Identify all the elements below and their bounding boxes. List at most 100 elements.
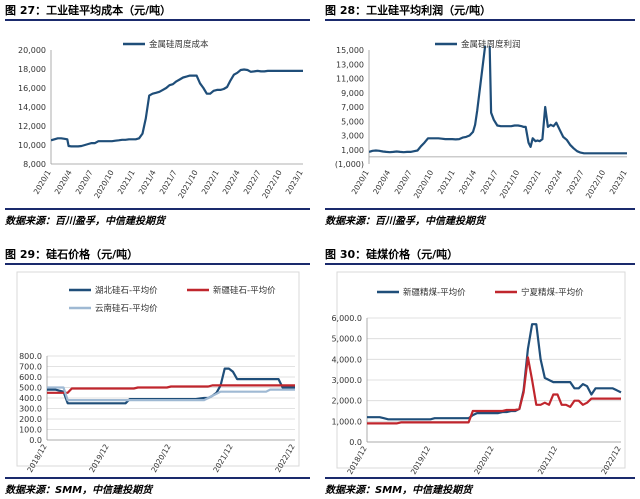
y-tick-label: 9,000: [341, 89, 364, 98]
y-tick-label: 15,000: [336, 46, 364, 55]
y-tick-label: 18,000: [18, 65, 46, 74]
x-tick-label: 2018/12: [345, 444, 368, 476]
x-tick-label: 2021/1: [116, 168, 137, 196]
title-rule: [325, 263, 635, 265]
panel-title: 图 28：工业硅平均利润（元/吨）: [325, 4, 492, 17]
series-line: [369, 46, 627, 155]
series-line: [47, 386, 295, 402]
x-tick-label: 2020/12: [472, 444, 495, 476]
y-tick-label: 0.0: [349, 438, 362, 447]
x-tick-label: 2020/7: [393, 168, 414, 196]
legend-label: 新疆硅石-平均价: [213, 285, 276, 296]
y-tick-label: 11,000: [336, 75, 364, 84]
y-tick-label: 0.0: [29, 436, 42, 445]
y-tick-label: (1,000): [335, 160, 364, 169]
y-tick-label: 6,000.0: [331, 314, 362, 323]
panel-title: 图 29：硅石价格（元/吨）: [5, 248, 139, 261]
x-tick-label: 2021/7: [479, 168, 500, 196]
legend-label: 新疆精煤-平均价: [403, 287, 466, 298]
chart-panel-profit: 图 28：工业硅平均利润（元/吨） (1,000) 1,000 3,000 5,000…: [325, 2, 635, 227]
x-tick-label: 2020/1: [350, 168, 371, 196]
x-tick-label: 2021/4: [137, 168, 158, 196]
panel-title: 图 30：硅煤价格（元/吨）: [325, 248, 459, 261]
panel-title: 图 27：工业硅平均成本（元/吨）: [5, 4, 172, 17]
x-tick-label: 2021/1: [436, 168, 457, 196]
x-tick-label: 2021/4: [457, 168, 478, 196]
chart-panel-silica: 图 29：硅石价格（元/吨） 0.0 100.0 200.0 300.0 400.0 50…: [5, 246, 310, 496]
y-tick-label: 600.0: [19, 373, 42, 382]
chart-frame: [336, 271, 626, 469]
x-tick-label: 2023/1: [284, 168, 305, 196]
x-tick-label: 2020/10: [92, 168, 115, 200]
x-tick-label: 2021/12: [536, 444, 559, 476]
coal-price-line-chart: 0.0 1,000.0 2,000.0 3,000.0 4,000.0 5,000.0 6,…: [331, 271, 626, 476]
x-tick-label: 2021/7: [158, 168, 179, 196]
x-tick-label: 2022/12: [273, 442, 296, 474]
y-tick-label: 100.0: [19, 426, 42, 435]
source-note: 数据来源：SMM，中信建投期货: [325, 485, 473, 496]
chart-panel-coal: 图 30：硅煤价格（元/吨） 0.0 1,000.0 2,000.0 3,000.0 4…: [325, 246, 635, 496]
x-tick-label: 2022/7: [565, 168, 586, 196]
source-rule: [325, 208, 635, 210]
series-line: [367, 356, 621, 425]
y-tick-label: 5,000: [341, 117, 364, 126]
x-tick-label: 2021/10: [498, 168, 521, 200]
y-tick-label: 8,000: [23, 160, 46, 169]
profit-line-chart: (1,000) 1,000 3,000 5,000 7,000 9,000 11,000 13…: [335, 39, 629, 200]
x-tick-label: 2022/4: [221, 168, 242, 196]
x-tick-label: 2022/1: [200, 168, 221, 196]
y-tick-label: 14,000: [18, 103, 46, 112]
x-tick-label: 2022/1: [522, 168, 543, 196]
chart-panel-cost: 图 27：工业硅平均成本（元/吨） 8,000 10,000 12,000 14,00…: [5, 2, 310, 227]
x-tick-label: 2020/1: [32, 168, 53, 196]
x-tick-label: 2019/12: [87, 442, 110, 474]
source-rule: [325, 477, 635, 479]
title-rule: [325, 19, 635, 21]
y-tick-label: 300.0: [19, 405, 42, 414]
x-tick-label: 2020/10: [412, 168, 435, 200]
title-rule: [5, 263, 310, 265]
x-tick-label: 2022/4: [543, 168, 564, 196]
y-tick-label: 4,000.0: [331, 355, 362, 364]
y-tick-label: 5,000.0: [331, 335, 362, 344]
x-tick-label: 2021/10: [176, 168, 199, 200]
x-tick-label: 2020/7: [74, 168, 95, 196]
y-tick-label: 10,000: [18, 141, 46, 150]
x-tick-label: 2021/12: [211, 442, 234, 474]
y-tick-label: 16,000: [18, 84, 46, 93]
source-rule: [5, 477, 310, 479]
y-tick-label: 3,000.0: [331, 376, 362, 385]
source-note: 数据来源：百川盈孚，中信建投期货: [5, 216, 165, 227]
y-tick-label: 700.0: [19, 363, 42, 372]
y-tick-label: 1,000: [341, 146, 364, 155]
x-tick-label: 2022/12: [599, 444, 622, 476]
y-tick-label: 3,000: [341, 132, 364, 141]
y-tick-label: 12,000: [18, 122, 46, 131]
cost-line-chart: 8,000 10,000 12,000 14,000 16,000 18,000 20,00…: [18, 39, 305, 200]
x-tick-label: 2022/10: [584, 168, 607, 200]
y-tick-label: 7,000: [341, 103, 364, 112]
source-rule: [5, 208, 310, 210]
y-tick-label: 400.0: [19, 394, 42, 403]
y-tick-label: 13,000: [336, 60, 364, 69]
series-line: [47, 384, 295, 394]
legend-label: 金属硅周度成本: [149, 39, 209, 50]
x-tick-label: 2020/4: [53, 168, 74, 196]
x-tick-label: 2018/12: [25, 442, 48, 474]
title-rule: [5, 19, 310, 21]
x-tick-label: 2022/7: [242, 168, 263, 196]
y-tick-label: 200.0: [19, 415, 42, 424]
series-line: [51, 68, 303, 148]
series-line: [367, 323, 622, 421]
y-tick-label: 800.0: [19, 352, 42, 361]
x-tick-label: 2020/12: [149, 442, 172, 474]
x-tick-label: 2023/1: [608, 168, 629, 196]
legend-label: 金属硅周度利润: [461, 39, 521, 50]
y-tick-label: 1,000.0: [331, 417, 362, 426]
legend-label: 宁夏精煤-平均价: [521, 287, 584, 298]
x-tick-label: 2019/12: [409, 444, 432, 476]
chart-frame: [16, 271, 300, 467]
legend-label: 云南硅石-平均价: [95, 303, 158, 314]
source-note: 数据来源：百川盈孚，中信建投期货: [325, 216, 485, 227]
